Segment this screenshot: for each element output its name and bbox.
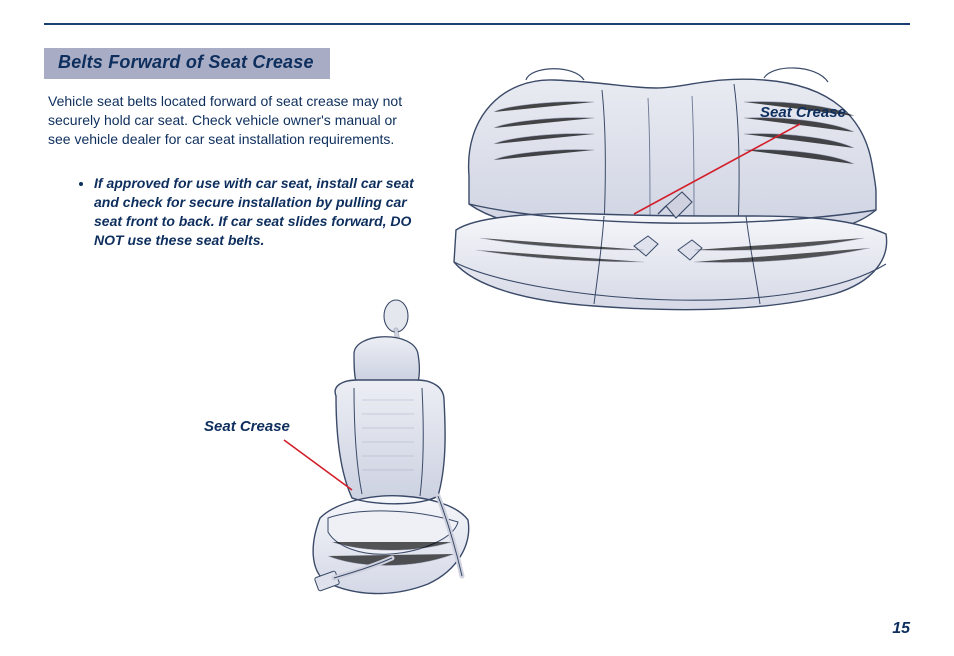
top-divider <box>44 23 910 25</box>
bullet-list: If approved for use with car seat, insta… <box>78 174 428 250</box>
bullet-item: If approved for use with car seat, insta… <box>94 174 428 250</box>
back-seat-illustration <box>434 58 904 318</box>
callout-seat-crease-top: Seat Crease <box>760 104 846 121</box>
section-heading: Belts Forward of Seat Crease <box>44 48 330 79</box>
front-seat-illustration <box>262 296 522 626</box>
callout-seat-crease-bottom: Seat Crease <box>204 418 290 435</box>
body-paragraph: Vehicle seat belts located forward of se… <box>48 92 418 149</box>
page: Belts Forward of Seat Crease Vehicle sea… <box>0 0 954 656</box>
page-number: 15 <box>892 620 910 638</box>
